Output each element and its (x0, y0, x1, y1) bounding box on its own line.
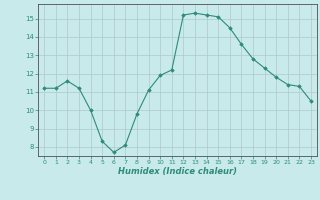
X-axis label: Humidex (Indice chaleur): Humidex (Indice chaleur) (118, 167, 237, 176)
